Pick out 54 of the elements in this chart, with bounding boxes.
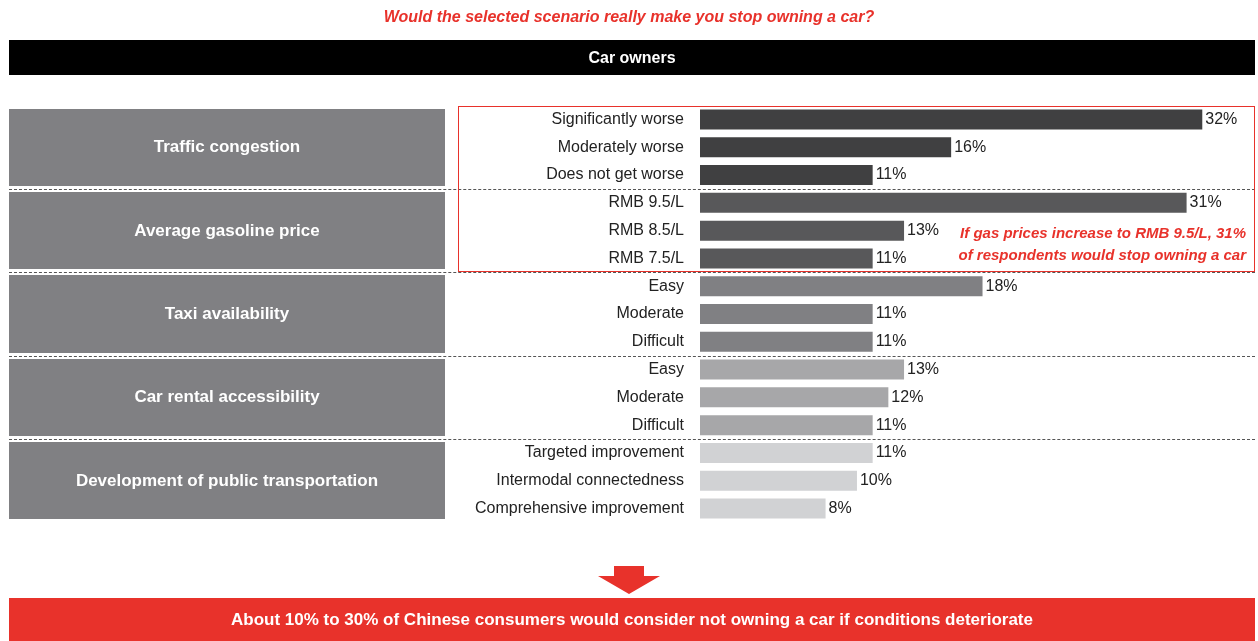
data-label: 11% [875,304,907,322]
text: Development of public transportation [9,442,445,520]
data-label: 8% [828,498,852,516]
text: Taxi availability [9,275,445,353]
text: About 10% to 30% of Chinese consumers would consider not owning a car if conditions deteriorate [9,598,1255,641]
bar [700,498,826,519]
y-tick-label: RMB 7.5/L [608,248,685,266]
chart-subtitle: Car owners [9,40,1255,75]
data-label: 11% [875,443,907,461]
data-label: 18% [985,276,1018,294]
annotation: If gas prices increase to RMB 9.5/L, 31% of respondents would stop owning a car [957,223,1246,266]
bar [700,220,905,241]
bar [700,248,873,269]
y-tick-label: Intermodal connectedness [496,471,684,489]
data-label: 13% [907,221,940,239]
y-tick-label: Difficult [631,415,685,433]
y-tick-label: Difficult [631,332,685,350]
data-label: 16% [954,137,987,155]
text: Traffic congestion [9,108,445,186]
bar [700,109,1203,130]
bar [700,359,905,380]
data-label: 10% [859,471,892,489]
data-label: 31% [1189,193,1222,211]
y-tick-label: Significantly worse [551,109,685,127]
text: Average gasoline price [9,191,445,270]
bar [700,442,873,463]
bar [700,192,1187,213]
y-tick-label: RMB 8.5/L [608,221,685,239]
data-label: 32% [1205,109,1238,127]
bar [700,165,873,186]
y-tick-label: Comprehensive improvement [475,498,685,516]
bar [700,387,889,408]
text: Car rental accessibility [9,358,445,437]
data-label: 12% [891,387,924,405]
bar [700,470,857,491]
bar [700,331,873,352]
y-tick-label: RMB 9.5/L [608,193,685,211]
data-label: 11% [875,165,907,183]
bar [700,304,873,324]
chart-title: Would the selected scenario really make you stop owning a car? [382,8,876,26]
y-tick-label: Easy [648,359,684,377]
y-tick-label: Does not get worse [546,165,685,183]
bar [700,276,983,297]
y-tick-label: Easy [648,276,684,294]
data-label: 13% [907,359,940,377]
data-label: 11% [875,248,907,266]
bar [700,415,873,436]
y-tick-label: Moderately worse [557,137,685,155]
bar [700,137,952,158]
data-label: 11% [875,415,907,433]
data-label: 11% [875,332,907,350]
y-tick-label: Moderate [616,304,685,322]
y-tick-label: Targeted improvement [524,443,685,461]
y-tick-label: Moderate [616,387,685,405]
